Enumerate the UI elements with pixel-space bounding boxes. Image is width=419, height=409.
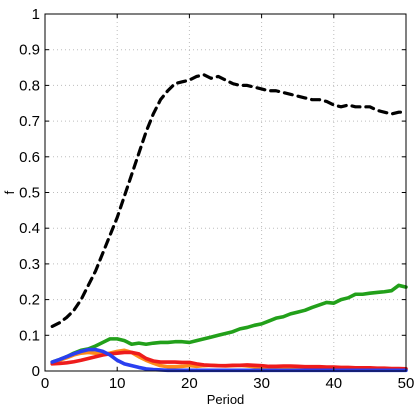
y-tick-label: 0.3 bbox=[19, 256, 40, 273]
series-line-1 bbox=[50, 73, 408, 328]
y-tick-label: 0.6 bbox=[19, 149, 40, 166]
y-tick-label: 0.4 bbox=[19, 220, 40, 237]
x-tick-label: 50 bbox=[398, 375, 415, 392]
y-tick-label: 0 bbox=[32, 363, 40, 380]
x-tick-label: 10 bbox=[109, 375, 126, 392]
x-tick-label: 20 bbox=[181, 375, 198, 392]
grid-lines bbox=[45, 14, 406, 371]
x-tick-label: 40 bbox=[325, 375, 342, 392]
series-line-4 bbox=[50, 350, 408, 371]
series-line-2 bbox=[50, 283, 408, 364]
y-tick-label: 0.7 bbox=[19, 113, 40, 130]
y-tick-label: 0.9 bbox=[19, 42, 40, 59]
x-tick-label: 0 bbox=[41, 375, 49, 392]
y-axis-label: f bbox=[2, 190, 17, 194]
y-tick-label: 0.2 bbox=[19, 292, 40, 309]
axis-ticks: 0 10 20 30 40 50 0 0.1 0.2 0.3 0.4 0.5 0.6 0.7 0.8 0.9 1 bbox=[19, 6, 414, 392]
x-tick-label: 30 bbox=[253, 375, 270, 392]
y-tick-label: 0.1 bbox=[19, 327, 40, 344]
series-lines bbox=[50, 73, 408, 373]
series-line-5 bbox=[50, 347, 408, 373]
x-axis-label: Period bbox=[207, 392, 245, 407]
y-tick-label: 0.8 bbox=[19, 77, 40, 94]
y-tick-label: 0.5 bbox=[19, 185, 40, 202]
y-tick-label: 1 bbox=[32, 6, 40, 23]
